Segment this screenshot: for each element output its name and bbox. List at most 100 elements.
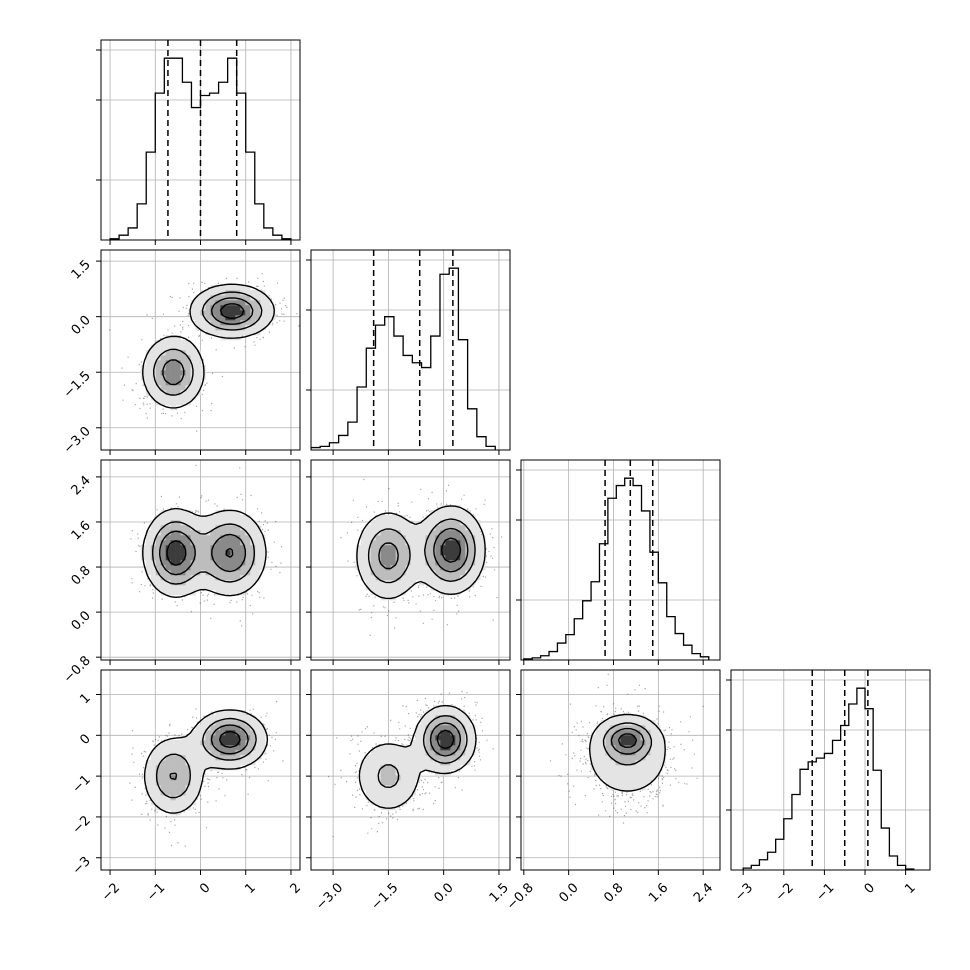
density-cell — [145, 760, 152, 766]
contour-line — [440, 537, 462, 563]
density-cell — [160, 770, 166, 776]
density-cell — [205, 515, 211, 521]
density-cell — [200, 530, 206, 536]
density-cell — [605, 755, 611, 761]
density-cell — [225, 540, 231, 546]
density-cell — [360, 765, 367, 771]
density-cell — [385, 545, 391, 551]
density-cell — [410, 570, 416, 576]
density-cell — [180, 740, 186, 746]
density-cell — [180, 355, 186, 361]
histogram-step — [523, 477, 710, 660]
density-cell — [185, 760, 191, 766]
density-cell — [380, 755, 386, 761]
density-cell — [400, 775, 406, 781]
density-cell — [605, 770, 611, 776]
density-cell — [175, 590, 181, 596]
density-cell — [160, 345, 166, 351]
density-cell — [240, 525, 246, 531]
density-cell — [150, 345, 157, 351]
density-cell — [200, 320, 206, 326]
density-cell — [625, 735, 631, 741]
density-cell — [195, 545, 201, 551]
density-cell — [620, 745, 626, 751]
density-cell — [240, 300, 246, 306]
density-cell — [255, 755, 261, 761]
density-cell — [235, 745, 241, 751]
density-cell — [150, 525, 157, 531]
density-cell — [480, 555, 486, 561]
density-cell — [445, 565, 451, 571]
density-cell — [225, 765, 231, 771]
density-cell — [260, 560, 266, 566]
density-cell — [160, 380, 166, 386]
density-cell — [235, 735, 241, 741]
density-cell — [440, 550, 446, 556]
density-cell — [420, 760, 426, 766]
density-cell — [635, 770, 641, 776]
density-cell — [185, 790, 191, 796]
density-cell — [150, 380, 157, 386]
density-cell — [405, 535, 411, 541]
density-cell — [235, 320, 241, 326]
density-cell — [650, 775, 656, 781]
density-cell — [240, 285, 246, 291]
density-cell — [390, 785, 396, 791]
density-cell — [635, 750, 641, 756]
density-cell — [615, 725, 621, 731]
density-cell — [185, 800, 191, 806]
density-cell — [445, 525, 451, 531]
density-cell — [255, 730, 261, 736]
density-cell — [175, 355, 181, 361]
panel-frame — [310, 459, 511, 661]
density-cell — [460, 725, 466, 731]
density-cell — [175, 740, 181, 746]
density-cell — [650, 755, 656, 761]
density-cell — [215, 715, 221, 721]
density-cell — [365, 525, 371, 531]
density-cell — [435, 530, 441, 536]
density-cell — [440, 720, 446, 726]
density-cell — [595, 740, 601, 746]
density-cell — [220, 570, 226, 576]
density-cell — [175, 760, 181, 766]
density-cell — [435, 550, 441, 556]
density-cell — [390, 530, 396, 536]
density-cell — [395, 800, 401, 806]
panel-0-0 — [96, 39, 301, 245]
density-cell — [440, 750, 446, 756]
density-cell — [175, 555, 181, 561]
density-cell — [360, 780, 367, 786]
density-cell — [480, 550, 486, 556]
density-cell — [450, 555, 456, 561]
density-cell — [645, 725, 651, 731]
density-cell — [210, 315, 216, 321]
density-cell — [630, 730, 636, 736]
density-cell — [365, 530, 371, 536]
density-cell — [170, 400, 176, 406]
density-cell — [170, 365, 176, 371]
x-tick-label: 0.0 — [556, 880, 581, 905]
density-cell — [245, 580, 251, 586]
density-cell — [465, 750, 471, 756]
density-cell — [455, 725, 461, 731]
density-cell — [455, 750, 461, 756]
density-cell — [185, 740, 191, 746]
panel-3-0: −2 −1 0 1 2−3−2−101 — [70, 669, 304, 905]
density-cell — [175, 345, 181, 351]
density-cell — [375, 570, 381, 576]
density-cell — [165, 795, 171, 801]
density-cell — [465, 725, 471, 731]
density-cell — [195, 785, 201, 791]
density-cell — [175, 515, 181, 521]
density-cell — [430, 725, 436, 731]
density-cell — [180, 515, 186, 521]
density-cell — [265, 315, 271, 321]
panel-plot-area — [521, 460, 720, 660]
density-cell — [180, 785, 186, 791]
density-cell — [410, 775, 416, 781]
density-cell — [435, 570, 441, 576]
density-cell — [405, 770, 411, 776]
density-cell — [375, 565, 381, 571]
density-cell — [400, 555, 406, 561]
